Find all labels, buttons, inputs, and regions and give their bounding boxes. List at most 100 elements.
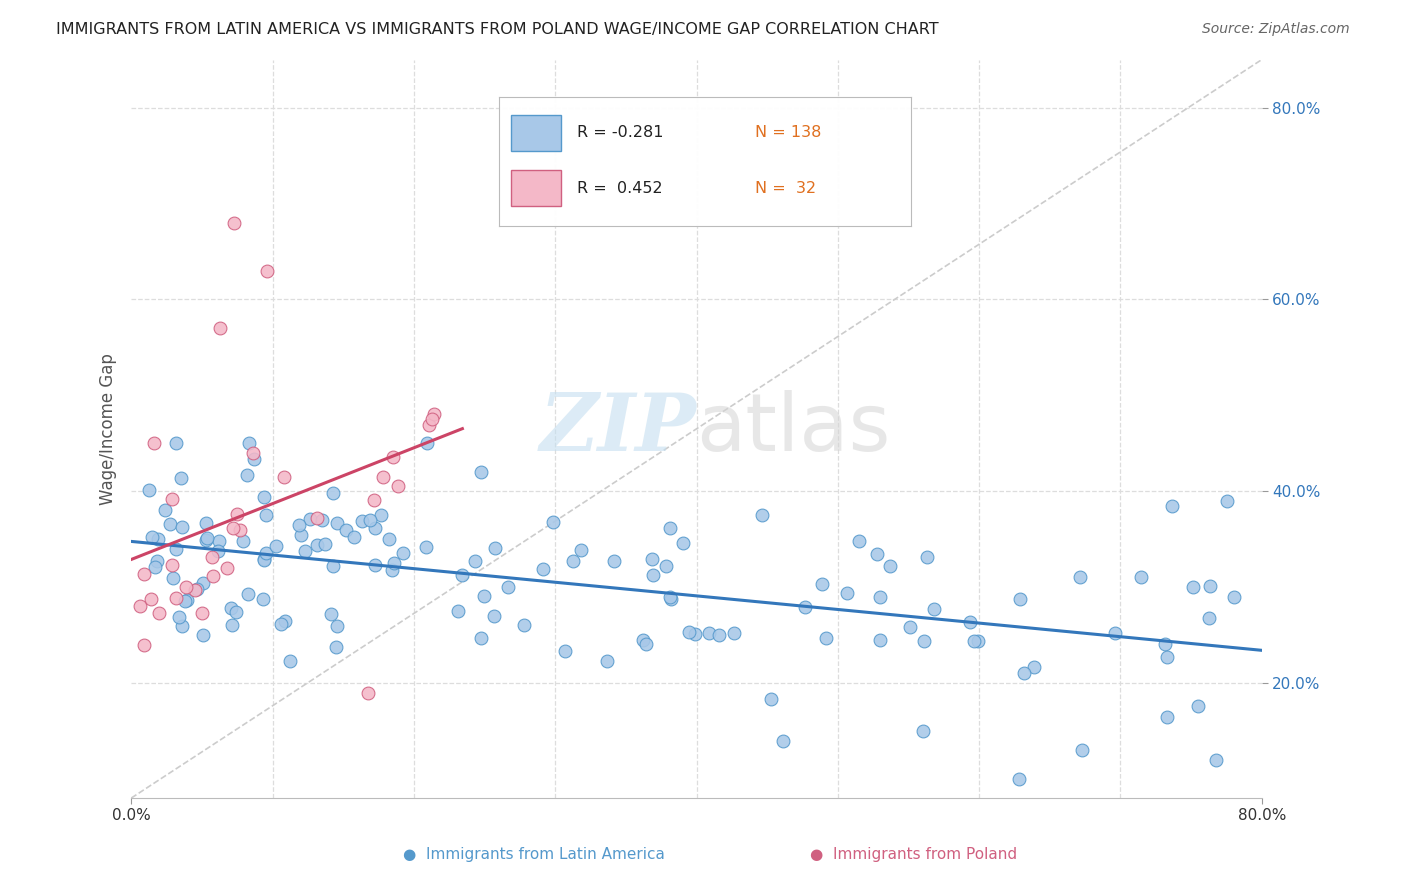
- Point: [321, 607, 343, 621]
- Point: [472, 589, 495, 603]
- Point: [866, 547, 889, 561]
- Point: [772, 733, 794, 747]
- Point: [326, 618, 349, 632]
- Point: [359, 513, 381, 527]
- Point: [165, 541, 187, 556]
- Point: [869, 633, 891, 648]
- Point: [294, 543, 316, 558]
- Point: [967, 633, 990, 648]
- Point: [162, 571, 184, 585]
- Point: [141, 592, 163, 607]
- Point: [132, 638, 155, 652]
- Point: [160, 492, 183, 507]
- Point: [173, 594, 195, 608]
- Point: [159, 516, 181, 531]
- Text: ZIP: ZIP: [540, 390, 696, 467]
- Point: [201, 568, 224, 582]
- Point: [335, 523, 357, 537]
- Point: [165, 436, 187, 450]
- Point: [484, 609, 506, 624]
- Point: [922, 602, 945, 616]
- Point: [810, 577, 832, 591]
- Point: [678, 624, 700, 639]
- Point: [215, 561, 238, 575]
- Point: [183, 583, 205, 598]
- Point: [496, 580, 519, 594]
- Point: [142, 436, 165, 450]
- Point: [848, 533, 870, 548]
- Point: [641, 568, 664, 582]
- Point: [659, 592, 682, 607]
- Point: [252, 591, 274, 606]
- Point: [146, 553, 169, 567]
- Point: [423, 407, 446, 421]
- Point: [815, 631, 838, 645]
- Point: [129, 599, 152, 614]
- Point: [170, 520, 193, 534]
- Point: [1069, 570, 1091, 584]
- Point: [634, 637, 657, 651]
- Point: [343, 530, 366, 544]
- Point: [554, 644, 576, 658]
- Point: [224, 216, 246, 230]
- Point: [311, 513, 333, 527]
- Point: [363, 492, 385, 507]
- Point: [209, 321, 232, 335]
- Point: [229, 523, 252, 537]
- Point: [274, 614, 297, 628]
- Point: [1160, 500, 1182, 514]
- Point: [170, 471, 193, 485]
- Point: [470, 466, 492, 480]
- Point: [420, 412, 443, 426]
- Point: [915, 549, 938, 564]
- Point: [134, 567, 156, 582]
- Point: [326, 516, 349, 530]
- Point: [201, 549, 224, 564]
- Point: [641, 551, 664, 566]
- Point: [911, 723, 934, 738]
- Point: [382, 557, 405, 571]
- Point: [207, 544, 229, 558]
- Point: [273, 470, 295, 484]
- Point: [541, 515, 564, 529]
- Point: [193, 628, 215, 642]
- Point: [835, 586, 858, 600]
- Point: [305, 510, 328, 524]
- Point: [148, 606, 170, 620]
- Point: [1129, 570, 1152, 584]
- Point: [683, 627, 706, 641]
- Point: [464, 554, 486, 568]
- Point: [1008, 592, 1031, 607]
- Point: [254, 508, 277, 522]
- Point: [451, 568, 474, 582]
- Point: [253, 490, 276, 504]
- Point: [254, 546, 277, 560]
- Point: [270, 617, 292, 632]
- Point: [1104, 626, 1126, 640]
- Point: [1181, 580, 1204, 594]
- Point: [723, 626, 745, 640]
- Text: ●  Immigrants from Latin America: ● Immigrants from Latin America: [404, 847, 665, 862]
- Point: [513, 618, 536, 632]
- Point: [153, 502, 176, 516]
- Point: [225, 605, 247, 619]
- Point: [176, 593, 198, 607]
- Point: [236, 467, 259, 482]
- Point: [1012, 665, 1035, 680]
- Point: [222, 521, 245, 535]
- Point: [962, 633, 984, 648]
- Point: [415, 540, 437, 554]
- Point: [794, 599, 817, 614]
- Point: [672, 535, 695, 549]
- Point: [1022, 660, 1045, 674]
- Point: [160, 558, 183, 573]
- Point: [290, 528, 312, 542]
- Point: [371, 470, 394, 484]
- Y-axis label: Wage/Income Gap: Wage/Income Gap: [100, 353, 117, 505]
- Point: [447, 604, 470, 618]
- Point: [697, 625, 720, 640]
- Text: Source: ZipAtlas.com: Source: ZipAtlas.com: [1202, 22, 1350, 37]
- Point: [219, 600, 242, 615]
- Point: [238, 436, 260, 450]
- Point: [221, 618, 243, 632]
